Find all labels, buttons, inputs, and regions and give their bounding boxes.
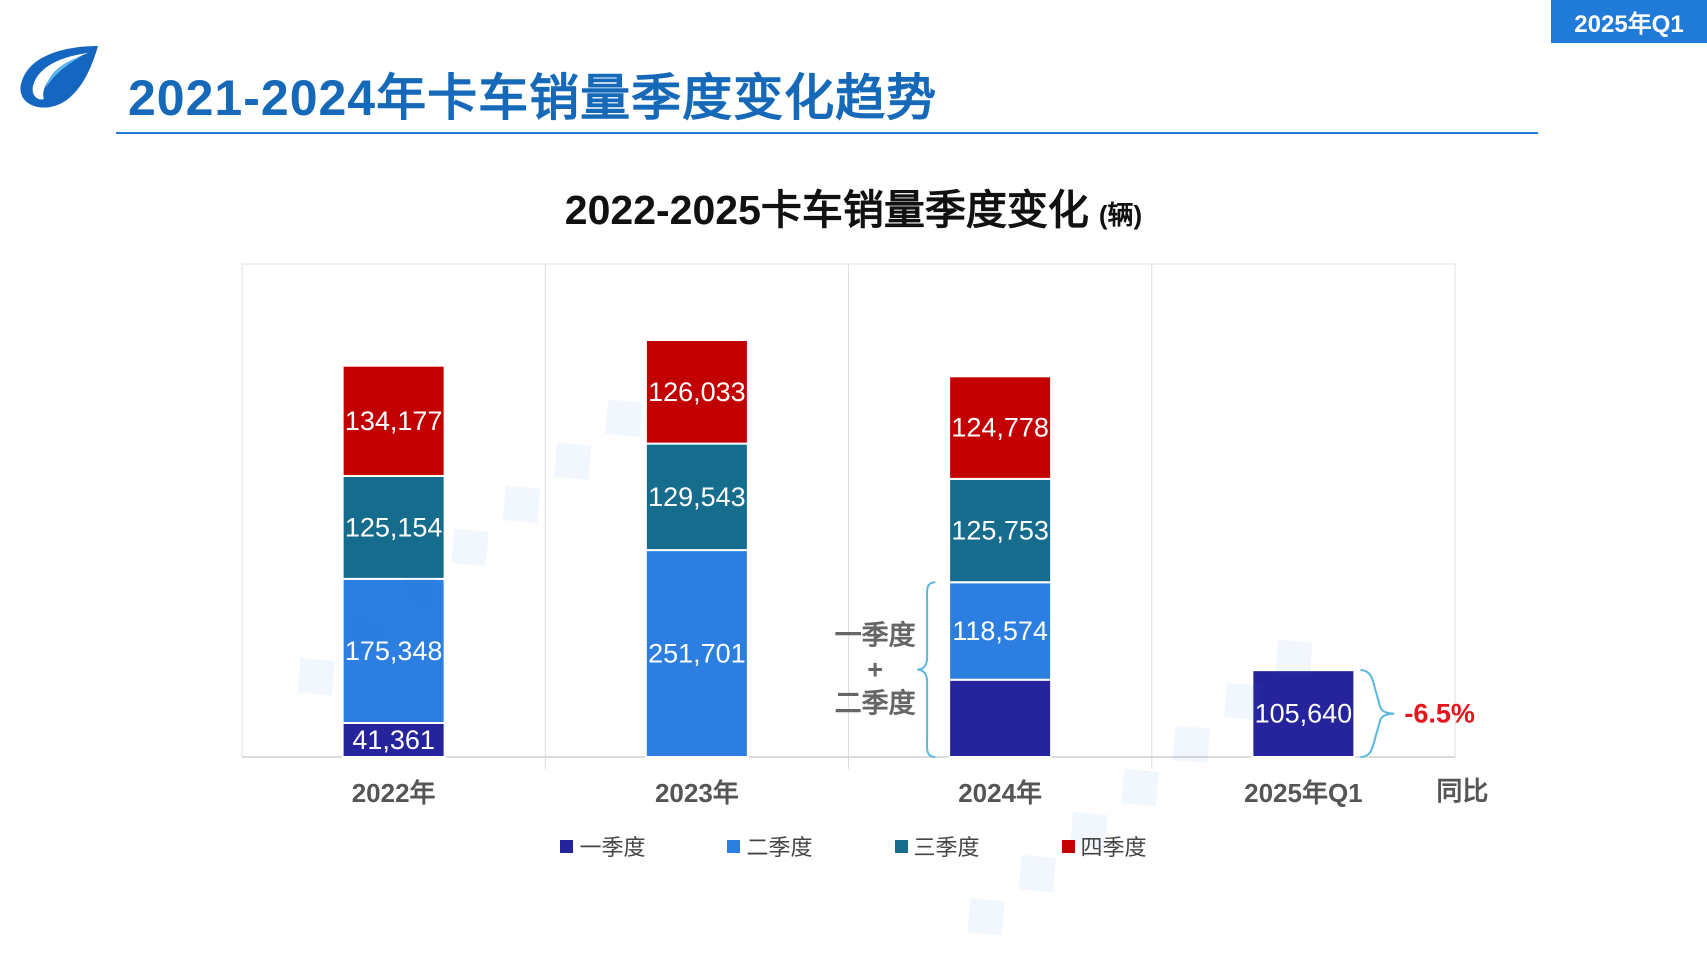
bar-segment-1 [1251,669,1356,758]
bar-segment-3 [644,442,749,552]
brand-logo-icon [20,46,99,108]
legend-swatch [560,839,574,853]
bar-segment-4 [644,339,749,445]
data-label: 125,753 [951,516,1049,546]
brace-label-line: 一季度 [835,620,916,651]
chart-title-text: 2022-2025卡车销量季度变化 [564,187,1089,233]
legend-label: 三季度 [913,835,980,860]
page-title: 2021-2024年卡车销量季度变化趋势 [128,70,938,126]
data-label: 125,154 [345,512,443,542]
title-divider [116,132,1538,134]
brace-icon [1360,669,1395,758]
legend-swatch [727,839,741,853]
x-tick-label: 2023年 [655,778,739,808]
yoy-label: 同比 [1436,776,1488,806]
brace-label-line: 二季度 [835,688,916,719]
yoy-value: -6.5% [1404,699,1475,729]
data-label: 175,348 [345,636,443,666]
legend-item: 四季度 [1061,832,1147,860]
bar-segment-2 [341,577,446,724]
data-label: 126,033 [648,377,746,407]
chart-unit: (辆) [1098,200,1143,230]
x-tick-label: 2025年Q1 [1244,778,1363,808]
brace-label-line: + [867,655,883,685]
bar-segment-1 [948,678,1053,759]
bar-segment-4 [948,375,1053,480]
x-tick-label: 2022年 [352,778,436,808]
data-label: 118,574 [952,616,1048,646]
bar-segment-3 [948,477,1053,584]
legend-swatch [1061,839,1075,853]
bar-segment-4 [341,364,446,477]
bar-segment-1 [341,721,446,758]
bar-segment-2 [948,581,1053,681]
bar-segment-3 [341,474,446,580]
legend-label: 一季度 [579,835,646,860]
legend-label: 四季度 [1080,835,1147,860]
data-label: 105,640 [1255,699,1353,729]
chart-legend: 一季度 二季度 三季度 四季度 [0,832,1707,860]
legend-item: 三季度 [894,832,980,860]
legend-swatch [894,839,908,853]
period-badge: 2025年Q1 [1551,0,1707,43]
chart-title: 2022-2025卡车销量季度变化 (辆) [0,176,1707,236]
x-tick-label: 2024年 [958,778,1042,808]
brace-icon [917,581,936,758]
data-label: 129,543 [648,482,746,512]
legend-label: 二季度 [746,835,813,860]
data-label: 41,361 [352,725,435,755]
data-label: 124,778 [951,413,1049,443]
data-label: 134,177 [345,406,443,436]
data-label: 251,701 [648,639,746,669]
legend-item: 二季度 [727,832,813,860]
legend-item: 一季度 [560,832,645,860]
